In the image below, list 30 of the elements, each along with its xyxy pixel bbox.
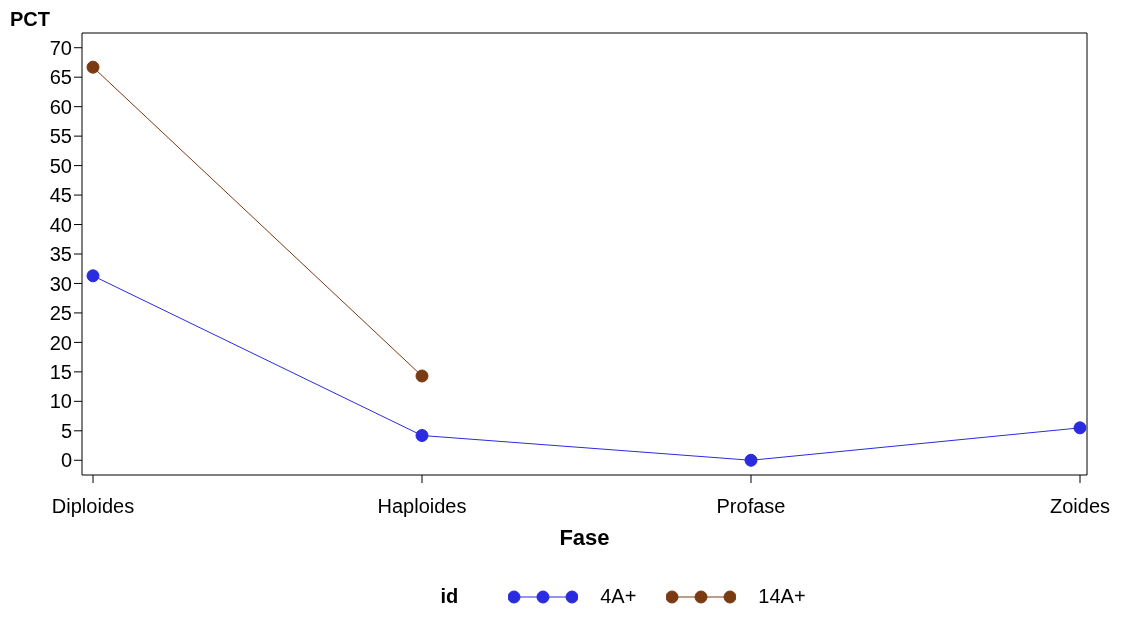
y-tick-label: 60	[49, 95, 72, 118]
x-tick-label: Profase	[716, 495, 786, 518]
legend-title: id	[440, 585, 459, 608]
point	[86, 60, 100, 74]
y-tick-label: 65	[49, 66, 72, 89]
y-axis-title: PCT	[10, 8, 50, 31]
y-tick-label: 15	[49, 360, 72, 383]
x-tick-label: Diploides	[51, 495, 135, 518]
point	[1073, 421, 1087, 435]
y-tick-label: 45	[49, 184, 72, 207]
x-tick-label: Haploides	[377, 495, 467, 518]
point	[86, 269, 100, 283]
y-tick-label: 35	[49, 243, 72, 266]
y-tick-label: 20	[49, 331, 72, 354]
x-axis-title: Fase	[559, 525, 610, 550]
y-tick-label: 25	[49, 302, 72, 325]
y-tick-label: 70	[49, 36, 72, 59]
y-tick-label: 50	[49, 154, 72, 177]
x-tick-label: Zoides	[1049, 495, 1111, 518]
y-tick-label: 5	[60, 419, 72, 442]
y-tick-label: 0	[60, 449, 72, 472]
y-tick-label: 30	[49, 272, 72, 295]
legend-label: 4A+	[600, 585, 637, 608]
point	[415, 429, 429, 443]
legend-label: 14A+	[758, 585, 806, 608]
point	[744, 453, 758, 467]
y-tick-label: 40	[49, 213, 72, 236]
y-tick-label: 55	[49, 125, 72, 148]
y-tick-label: 10	[49, 390, 72, 413]
point	[415, 369, 429, 383]
